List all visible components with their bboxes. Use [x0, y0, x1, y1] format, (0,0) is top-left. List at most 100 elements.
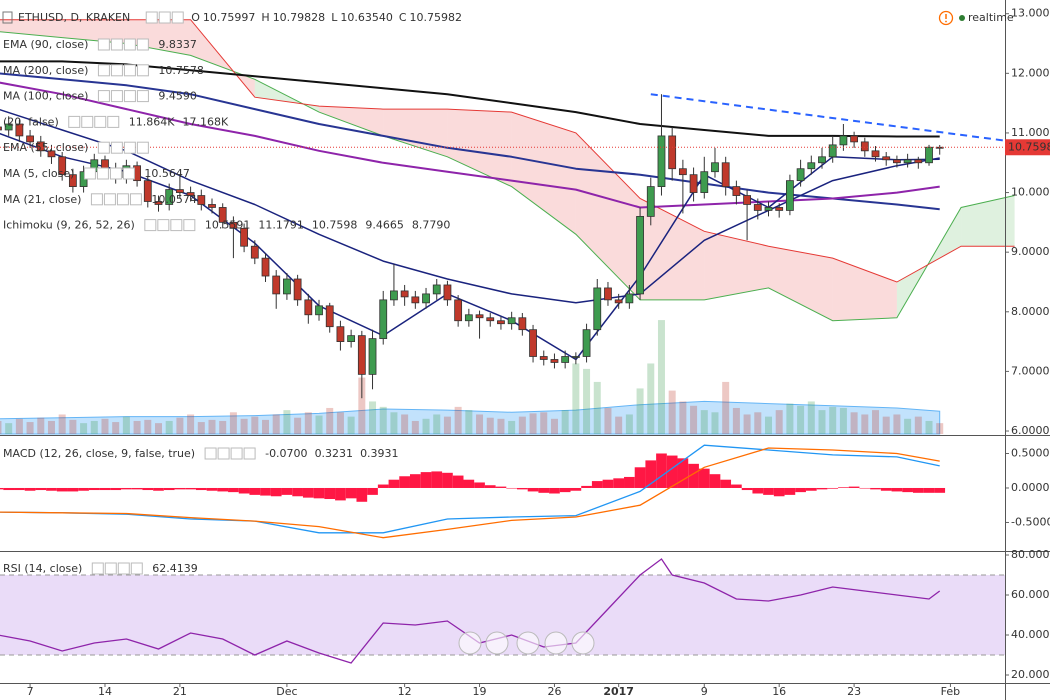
legend-icon[interactable]	[130, 562, 143, 575]
legend-icon[interactable]	[217, 447, 230, 460]
legend-icon[interactable]	[145, 11, 158, 24]
macd-histogram-bar	[206, 487, 218, 491]
legend-icon[interactable]	[123, 141, 136, 154]
legend-icon[interactable]	[116, 193, 129, 206]
legend-icon[interactable]	[136, 64, 149, 77]
legend-icon[interactable]	[91, 562, 104, 575]
legend-icon[interactable]	[110, 141, 123, 154]
macd-histogram-bar	[463, 479, 475, 488]
macd-histogram-bar	[773, 487, 785, 497]
legend-icon[interactable]	[136, 141, 149, 154]
legend-icon[interactable]	[123, 64, 136, 77]
volume-bar	[882, 416, 890, 434]
trendline	[650, 93, 1015, 143]
macd-histogram-bar	[688, 463, 699, 488]
macd-histogram-bar	[14, 487, 25, 491]
nav-button[interactable]	[571, 631, 595, 655]
macd-histogram-bar	[784, 487, 796, 495]
volume-bar	[936, 423, 944, 434]
volume-bar	[251, 416, 259, 434]
nav-button[interactable]	[458, 631, 482, 655]
legend-icon[interactable]	[96, 167, 109, 180]
candle-body	[261, 257, 270, 277]
ohlc-key: C	[399, 11, 407, 24]
candle-body	[711, 162, 719, 173]
legend-icon[interactable]	[170, 219, 183, 232]
legend-icon[interactable]	[110, 64, 123, 77]
legend-icon[interactable]	[157, 219, 170, 232]
nav-button[interactable]	[516, 631, 540, 655]
legend-icon[interactable]	[123, 38, 136, 51]
volume-bar	[604, 407, 612, 434]
legend-icon[interactable]	[103, 193, 116, 206]
legend-icon[interactable]	[136, 90, 149, 103]
volume-bar	[518, 416, 526, 434]
legend-icon[interactable]	[97, 38, 110, 51]
legend-icon[interactable]	[104, 562, 117, 575]
legend-icon[interactable]	[171, 11, 184, 24]
legend-value: 10.5591	[205, 219, 251, 232]
legend-icon[interactable]	[97, 90, 110, 103]
legend-icon[interactable]	[94, 115, 107, 128]
legend-icon[interactable]	[83, 167, 96, 180]
nav-button[interactable]	[485, 631, 509, 655]
volume-bar	[722, 381, 730, 434]
legend-icon[interactable]	[90, 193, 103, 206]
moving-average-line	[0, 81, 940, 209]
legend-icon[interactable]	[117, 562, 130, 575]
ohlc-value: 10.75982	[410, 11, 463, 24]
legend-name: MA (21, close)	[3, 193, 81, 206]
legend-icon[interactable]	[68, 115, 81, 128]
legend-icon[interactable]	[122, 167, 135, 180]
volume-bar	[229, 412, 237, 434]
legend-icon[interactable]	[97, 141, 110, 154]
legend-value: 17.168K	[182, 115, 228, 128]
y-tick-label: 9.00000	[1011, 245, 1050, 258]
volume-bar	[786, 403, 794, 434]
legend-icon[interactable]	[183, 219, 196, 232]
macd-histogram-bar	[431, 471, 443, 488]
macd-histogram-bar	[731, 484, 742, 488]
macd-histogram-bar	[527, 487, 539, 492]
volume-bar	[561, 410, 569, 434]
macd-histogram-bar	[549, 487, 560, 494]
volume-bar	[197, 422, 205, 434]
y-tick-label: 40.0000	[1011, 628, 1050, 641]
candle-body	[925, 146, 933, 164]
legend-icon[interactable]	[109, 167, 122, 180]
candle-body	[475, 314, 484, 319]
legend-icon[interactable]	[129, 193, 142, 206]
candle-body	[454, 299, 463, 322]
legend-icon[interactable]	[230, 447, 243, 460]
legend-icon[interactable]	[97, 64, 110, 77]
candle-body	[357, 335, 366, 375]
candle-body	[411, 296, 420, 304]
macd-histogram-bar	[377, 484, 389, 488]
legend-icon[interactable]	[144, 219, 157, 232]
macd-histogram-bar	[345, 487, 357, 499]
macd-histogram-bar	[570, 487, 582, 491]
volume-bar	[839, 407, 847, 434]
macd-histogram-bar	[816, 487, 828, 490]
volume-bar	[711, 412, 719, 434]
legend-icon[interactable]	[107, 115, 120, 128]
legend-icon[interactable]	[110, 90, 123, 103]
x-tick-label: 2017	[603, 685, 634, 698]
candle-body	[165, 189, 174, 205]
legend-icon[interactable]	[204, 447, 217, 460]
y-tick-label: -0.5000	[1011, 515, 1050, 528]
legend-icon[interactable]	[158, 11, 171, 24]
legend-icon[interactable]	[243, 447, 256, 460]
macd-histogram-bar	[559, 487, 571, 493]
volume-bar	[187, 414, 195, 434]
legend-icon[interactable]	[81, 115, 94, 128]
nav-button[interactable]	[544, 631, 568, 655]
legend-icon[interactable]	[110, 38, 123, 51]
volume-bar	[272, 414, 280, 434]
y-tick-label: 10.00000	[1011, 186, 1050, 199]
legend-icon[interactable]	[136, 38, 149, 51]
volume-bar	[422, 418, 430, 434]
legend-icon[interactable]	[123, 90, 136, 103]
